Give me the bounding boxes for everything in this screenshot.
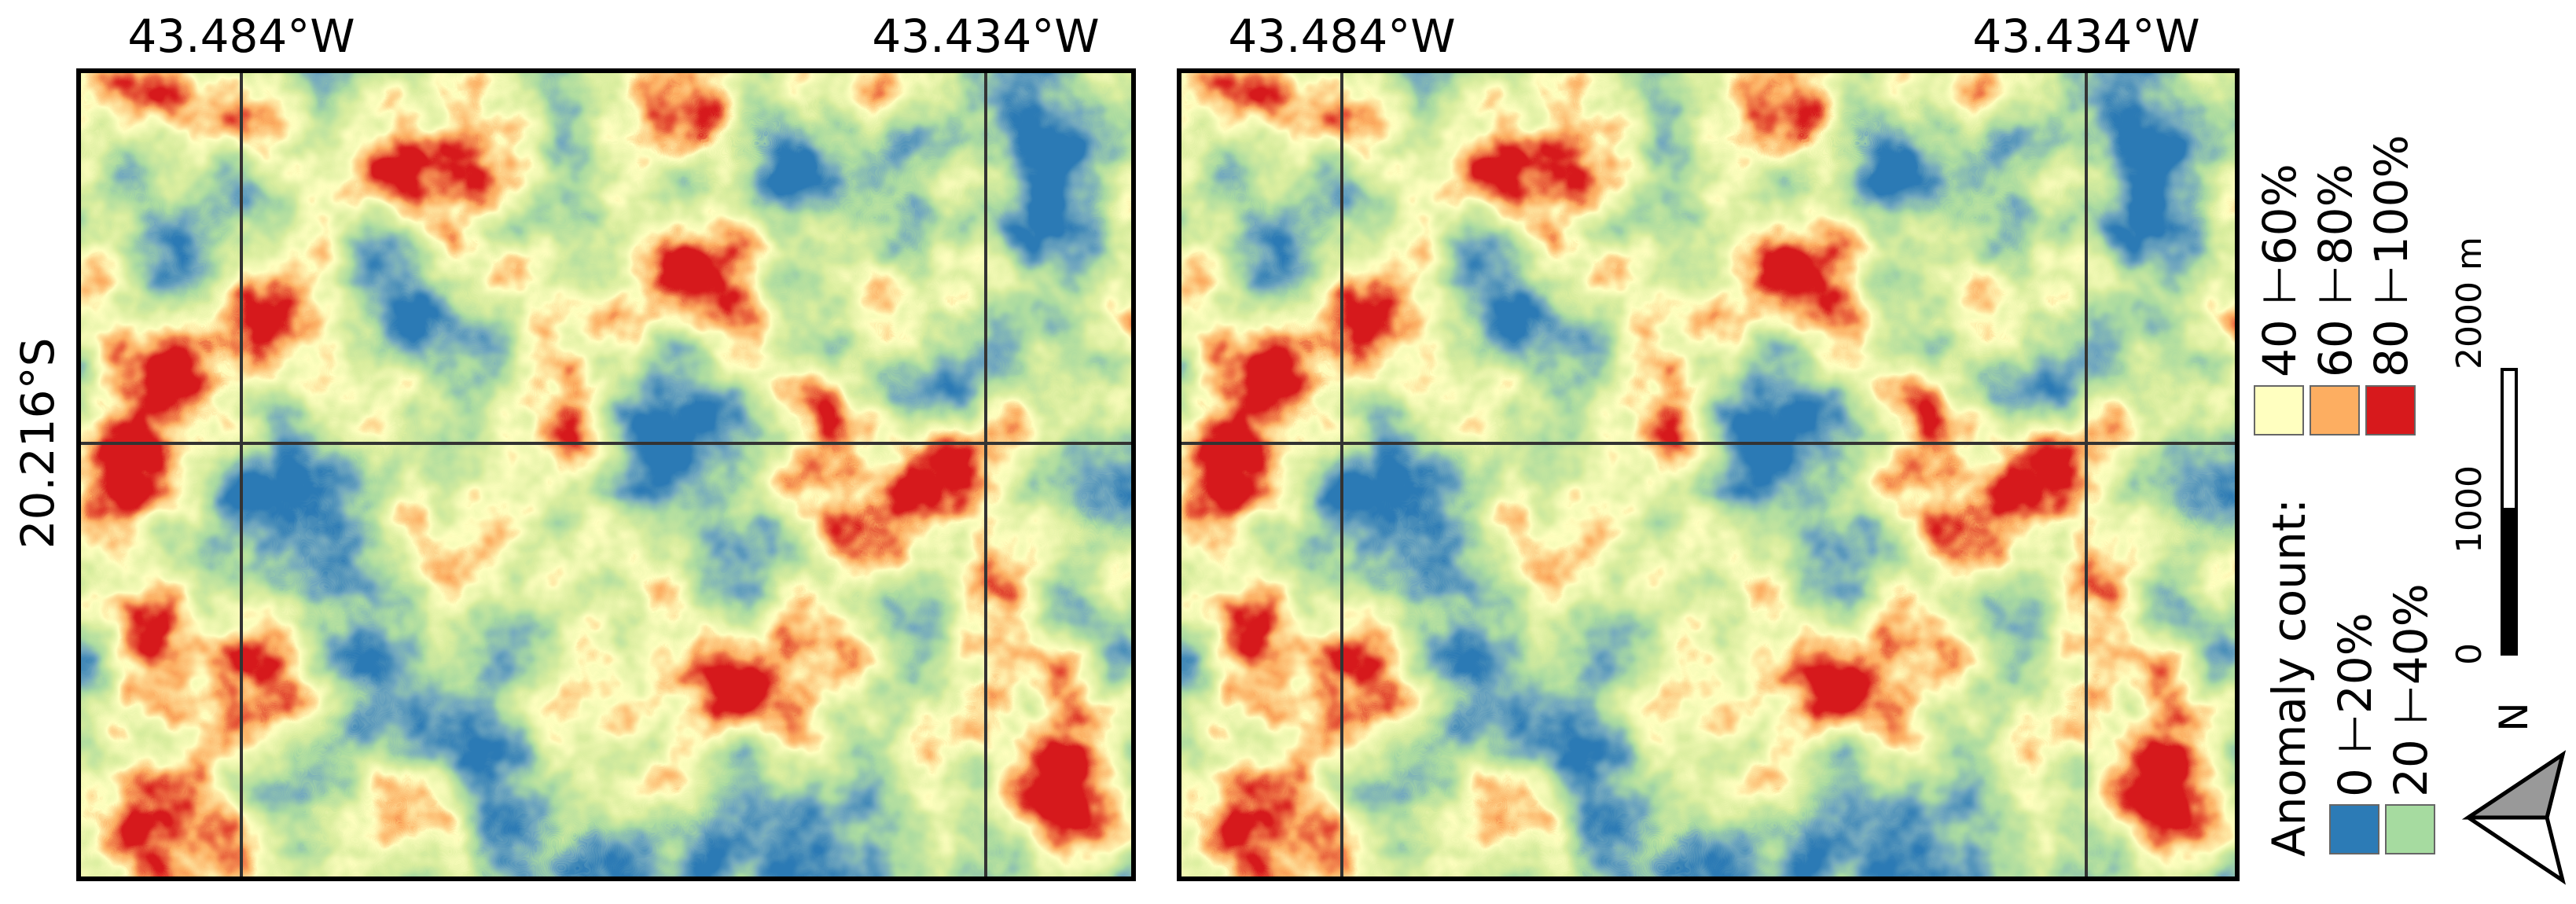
frame (1177, 68, 2240, 881)
scale-label: 2000 m (2449, 237, 2490, 369)
scale-bar: 0 1000 2000 m (2449, 237, 2518, 665)
scale-label: 1000 (2449, 465, 2490, 553)
legend: Anomaly count: 0 ⊢20% 20 ⊢40% 40 ⊢60% 60 ⊢8… (2253, 134, 2438, 857)
raster (1179, 71, 2237, 879)
legend-label: 80 ⊢100% (2365, 134, 2418, 377)
lon-label: 43.484°W (127, 9, 355, 63)
lon-label: 43.434°W (872, 9, 1099, 63)
frame (76, 68, 1136, 881)
north-label: N (2491, 702, 2537, 731)
scale-label: 0 (2449, 643, 2490, 665)
arrow-half (2461, 750, 2566, 820)
lon-label: 43.434°W (1972, 9, 2199, 63)
map-panel (76, 68, 1136, 881)
map-panel (1177, 68, 2240, 881)
legend-swatch (2310, 385, 2360, 435)
legend-title: Anomaly count: (2262, 498, 2316, 857)
legend-swatch (2385, 804, 2435, 854)
legend-swatch (2329, 804, 2379, 854)
north-arrow: N (2461, 702, 2566, 885)
legend-swatch (2254, 385, 2304, 435)
legend-label: 0 ⊢20% (2328, 612, 2382, 797)
legend-swatch (2365, 385, 2416, 435)
raster (79, 71, 1134, 879)
scale-segment (2501, 508, 2518, 656)
scale-segment (2501, 368, 2518, 511)
lon-label: 43.484°W (1228, 9, 1455, 63)
lat-label: 20.216°S (11, 338, 64, 549)
legend-label: 40 ⊢60% (2253, 164, 2306, 377)
legend-label: 20 ⊢40% (2384, 583, 2438, 797)
legend-label: 60 ⊢80% (2309, 164, 2362, 377)
